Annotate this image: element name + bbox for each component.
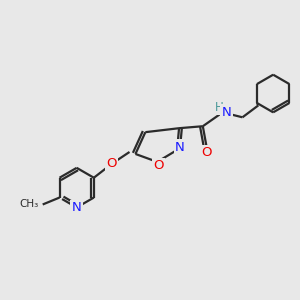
Text: O: O — [106, 158, 117, 170]
Text: N: N — [72, 201, 82, 214]
Text: N: N — [175, 140, 185, 154]
Text: O: O — [153, 159, 164, 172]
Text: N: N — [222, 106, 232, 119]
Text: CH₃: CH₃ — [20, 200, 39, 209]
Text: O: O — [202, 146, 212, 160]
Text: H: H — [215, 101, 224, 114]
